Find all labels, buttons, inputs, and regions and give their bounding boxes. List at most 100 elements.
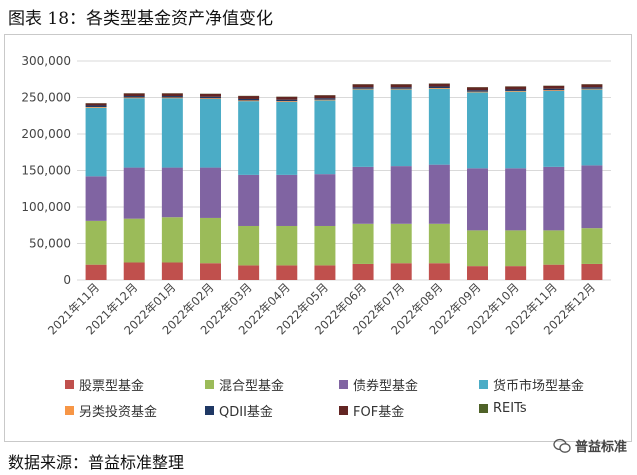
bar-segment	[581, 228, 603, 264]
chart-frame: 0 50,000 100,000 150,000 200,000 250,000 300,0…	[4, 34, 632, 442]
legend-label: REITs	[493, 401, 527, 416]
legend-item: 混合型基金	[205, 375, 284, 394]
bar-segment	[85, 103, 107, 106]
legend-item: 股票型基金	[65, 375, 144, 394]
legend-swatch	[479, 380, 488, 389]
watermark: 普益标准	[553, 436, 627, 455]
legend-swatch	[339, 380, 348, 389]
bar-segment	[543, 90, 565, 91]
bar-segment	[276, 96, 298, 100]
bar-segment	[543, 85, 565, 89]
legend-item: 债券型基金	[339, 375, 418, 394]
bar-segment	[161, 96, 183, 98]
bar-segment	[467, 230, 488, 267]
bar-segment	[543, 88, 565, 91]
wechat-icon	[553, 438, 571, 453]
bar-segment	[581, 165, 603, 229]
legend-label: QDII基金	[219, 405, 273, 420]
bar-segment	[505, 266, 527, 280]
bar-segment	[161, 262, 183, 280]
legend-swatch	[65, 406, 74, 415]
bar-segment	[161, 93, 183, 97]
bar-segment	[352, 89, 374, 167]
bar-segment	[467, 90, 488, 92]
y-tick-label: 300,000	[21, 54, 71, 68]
legend-label: 混合型基金	[219, 379, 285, 394]
bar-segment	[200, 93, 221, 97]
bar-segment	[123, 262, 145, 280]
bar-segment	[505, 86, 527, 90]
bar-segment	[85, 220, 107, 265]
legend-swatch	[205, 380, 214, 389]
bar-segment	[505, 91, 527, 169]
bar-segment	[123, 96, 145, 98]
bar-segment	[390, 166, 412, 224]
legend-swatch	[65, 380, 74, 389]
bar-segment	[161, 98, 183, 168]
bar-segment	[428, 83, 450, 87]
legend-item: REITs	[479, 401, 527, 416]
legend-label: FOF基金	[353, 405, 405, 420]
bar-segment	[390, 89, 412, 167]
legend-item: QDII基金	[205, 401, 273, 420]
bar-segment	[85, 105, 107, 107]
bar-segment	[238, 225, 260, 266]
bar-segment	[200, 98, 221, 99]
bar-segment	[428, 86, 450, 89]
bar-segment	[505, 90, 527, 92]
bar-segment	[352, 263, 374, 280]
bar-segment	[276, 101, 298, 102]
bar-segment	[238, 96, 260, 99]
legend-item: 货币市场型基金	[479, 375, 584, 394]
bar-segment	[390, 223, 412, 264]
bar-segment	[314, 174, 336, 226]
legend-label: 货币市场型基金	[493, 379, 585, 394]
bar-segment	[581, 88, 603, 90]
bar-segment	[238, 174, 260, 226]
y-tick-label: 150,000	[21, 164, 71, 178]
bar-segment	[581, 263, 603, 280]
bar-segment	[200, 167, 221, 218]
legend-label: 另类投资基金	[79, 405, 158, 420]
bar-segment	[352, 87, 374, 89]
bar-segment	[390, 84, 412, 88]
bar-segment	[428, 223, 450, 264]
bar-segment	[390, 87, 412, 89]
bar-segment	[314, 225, 336, 266]
bar-segment	[276, 99, 298, 102]
bar-segment	[161, 217, 183, 263]
bar-segment	[505, 230, 527, 267]
legend-item: FOF基金	[339, 401, 404, 420]
legend-swatch	[205, 406, 214, 415]
bar-segment	[161, 97, 183, 99]
bar-segment	[276, 174, 298, 226]
bar-segment	[352, 88, 374, 90]
bar-segment	[85, 176, 107, 221]
bar-segment	[581, 89, 603, 166]
bar-segment	[352, 166, 374, 224]
bar-segment	[314, 99, 336, 101]
bar-segment	[428, 88, 450, 89]
legend-item: 另类投资基金	[65, 401, 157, 420]
bar-segment	[467, 92, 488, 169]
bar-segment	[543, 90, 565, 167]
bar-segment	[428, 263, 450, 280]
bar-segment	[123, 98, 145, 168]
bar-segment	[200, 217, 221, 264]
bar-segment	[238, 98, 260, 101]
bar-segment	[352, 84, 374, 88]
bar-segment	[85, 106, 107, 108]
bar-segment	[543, 264, 565, 280]
bar-segment	[238, 265, 260, 280]
bar-segment	[123, 97, 145, 99]
bar-segment	[543, 166, 565, 231]
bar-segment	[428, 164, 450, 224]
bar-segment	[467, 266, 488, 280]
bar-segment	[543, 230, 565, 265]
bar-segment	[200, 98, 221, 168]
bar-segment	[85, 107, 107, 177]
bar-segment	[276, 265, 298, 280]
bar-segment	[276, 225, 298, 266]
bar-segment	[238, 101, 260, 175]
bar-segment	[390, 88, 412, 90]
